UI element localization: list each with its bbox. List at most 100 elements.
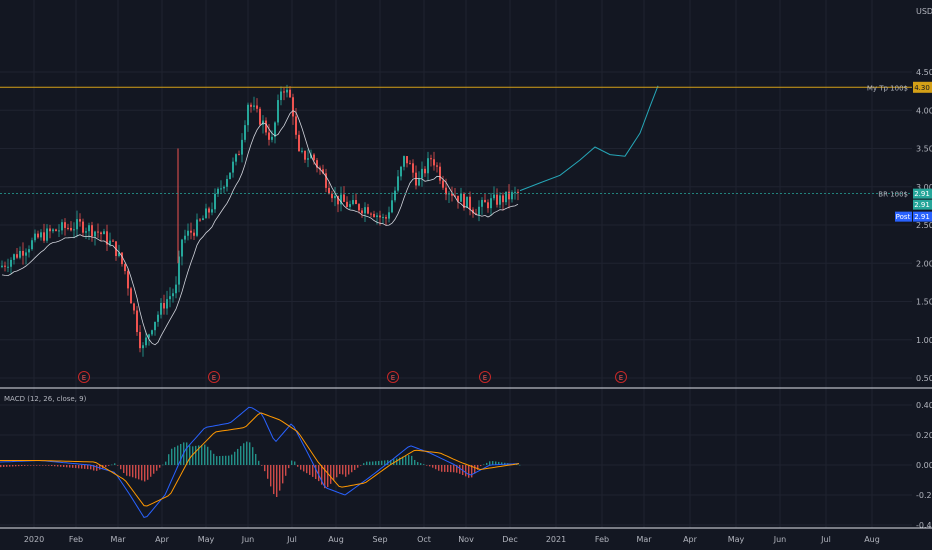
candle-body <box>127 271 129 289</box>
macd-histogram-bar <box>501 462 503 465</box>
candle-body <box>58 230 60 232</box>
candle <box>436 162 438 173</box>
candle <box>196 213 198 238</box>
candle-body <box>97 231 99 233</box>
candle-body <box>124 264 126 272</box>
macd-histogram-bar <box>156 465 158 471</box>
time-tick-label: Mar <box>110 535 126 544</box>
candle-body <box>337 195 339 205</box>
candle-body <box>382 217 384 219</box>
earnings-marker-text: E <box>391 374 395 382</box>
candle-body <box>259 108 261 125</box>
earnings-marker: E <box>387 371 399 383</box>
macd-histogram-bar <box>0 465 2 468</box>
candle <box>157 311 159 327</box>
macd-histogram-bar <box>246 441 248 465</box>
macd-histogram-bar <box>180 444 182 465</box>
candle-body <box>238 154 240 156</box>
macd-histogram-bar <box>189 445 191 465</box>
macd-pane[interactable]: MACD (12, 26, close, 9) 0.40 0.20 0.00 -0.2… <box>0 395 932 530</box>
macd-histogram-bar <box>486 462 488 465</box>
candle-body <box>34 233 36 241</box>
candle-body <box>487 202 489 209</box>
macd-tick-labels: 0.40 0.20 0.00 -0.20 -0.40 <box>916 401 932 530</box>
macd-histogram-bar <box>441 465 443 472</box>
candle-body <box>181 239 183 257</box>
candle-body <box>499 195 501 205</box>
candle-body <box>229 172 231 180</box>
candle-body <box>325 173 327 188</box>
macd-histogram-bar <box>354 465 356 470</box>
candle-body <box>169 296 171 300</box>
macd-histogram-bar <box>252 447 254 465</box>
candle-body <box>496 194 498 205</box>
candle <box>448 191 450 204</box>
candle <box>232 157 234 178</box>
candle <box>91 221 93 242</box>
candle <box>211 202 213 216</box>
candle-body <box>250 104 252 107</box>
price-axis[interactable]: USD 4.50 4.00 3.50 3.00 2.50 2.00 1.50 1.00 0.50… <box>895 7 932 383</box>
price-tick-label: 1.00 <box>916 336 932 345</box>
macd-histogram-bar <box>129 465 131 477</box>
candle-body <box>196 219 198 236</box>
candle-body <box>130 288 132 304</box>
earnings-marker-circle <box>208 371 220 383</box>
candle-body <box>511 192 513 200</box>
candle <box>478 200 480 222</box>
candle-body <box>184 235 186 240</box>
macd-histogram-bar <box>243 443 245 465</box>
candle-body <box>133 303 135 311</box>
candle-body <box>220 188 222 190</box>
candle-body <box>442 180 444 188</box>
candle-body <box>391 200 393 213</box>
macd-histogram-bar <box>165 461 167 465</box>
macd-histogram-bar <box>444 465 446 472</box>
price-pane[interactable]: My Tp 100$ BR 100$ E E E E E <box>0 84 912 383</box>
macd-histogram-bar <box>159 465 161 468</box>
macd-histogram-bar <box>435 465 437 470</box>
macd-histogram-bar <box>336 465 338 478</box>
macd-histogram-bar <box>15 465 17 467</box>
macd-histogram-bar <box>366 461 368 465</box>
candle-body <box>79 219 81 222</box>
earnings-marker-circle <box>387 371 399 383</box>
macd-histogram-bar <box>465 465 467 477</box>
candle-body <box>361 210 363 214</box>
candle <box>331 190 333 203</box>
candle-body <box>160 302 162 315</box>
candle-body <box>82 221 84 233</box>
candle-body <box>346 201 348 207</box>
candle-body <box>106 231 108 245</box>
candle <box>409 160 411 165</box>
candle-body <box>313 154 315 161</box>
candle-body <box>40 232 42 238</box>
macd-histogram-bar <box>141 465 143 481</box>
candle-body <box>481 199 483 207</box>
macd-histogram-bar <box>330 465 332 484</box>
macd-histogram-bar <box>240 446 242 465</box>
candle-body <box>502 195 504 203</box>
candle-body <box>301 150 303 152</box>
last-price-badge-text: 2.91 <box>914 201 930 209</box>
candle <box>307 149 309 168</box>
macd-histogram-bar <box>261 465 263 466</box>
candle <box>346 196 348 208</box>
macd-histogram-bar <box>12 465 14 467</box>
candle <box>469 191 471 216</box>
price-tick-label: 1.50 <box>916 298 932 307</box>
macd-histogram-bar <box>348 465 350 475</box>
candle-body <box>343 194 345 202</box>
candle-body <box>64 222 66 228</box>
candle <box>142 342 144 357</box>
macd-histogram-bar <box>474 465 476 474</box>
candle <box>94 230 96 246</box>
macd-histogram-bar <box>405 455 407 465</box>
time-axis[interactable]: 2020 Feb Mar Apr May Jun Jul Aug Sep Oct Nov Dec 202… <box>24 535 880 544</box>
candle <box>205 203 207 219</box>
macd-histogram-bar <box>108 465 110 466</box>
candle-body <box>136 310 138 333</box>
projection-path-line <box>519 85 659 192</box>
candle-body <box>322 169 324 174</box>
